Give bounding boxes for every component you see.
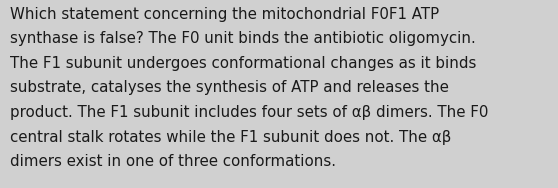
Text: central stalk rotates while the F1 subunit does not. The αβ: central stalk rotates while the F1 subun… [10,130,451,145]
Text: synthase is false? The F0 unit binds the antibiotic oligomycin.: synthase is false? The F0 unit binds the… [10,31,476,46]
Text: Which statement concerning the mitochondrial F0F1 ATP: Which statement concerning the mitochond… [10,7,439,22]
Text: The F1 subunit undergoes conformational changes as it binds: The F1 subunit undergoes conformational … [10,56,477,71]
Text: product. The F1 subunit includes four sets of αβ dimers. The F0: product. The F1 subunit includes four se… [10,105,488,120]
Text: dimers exist in one of three conformations.: dimers exist in one of three conformatio… [10,154,336,169]
Text: substrate, catalyses the synthesis of ATP and releases the: substrate, catalyses the synthesis of AT… [10,80,449,96]
